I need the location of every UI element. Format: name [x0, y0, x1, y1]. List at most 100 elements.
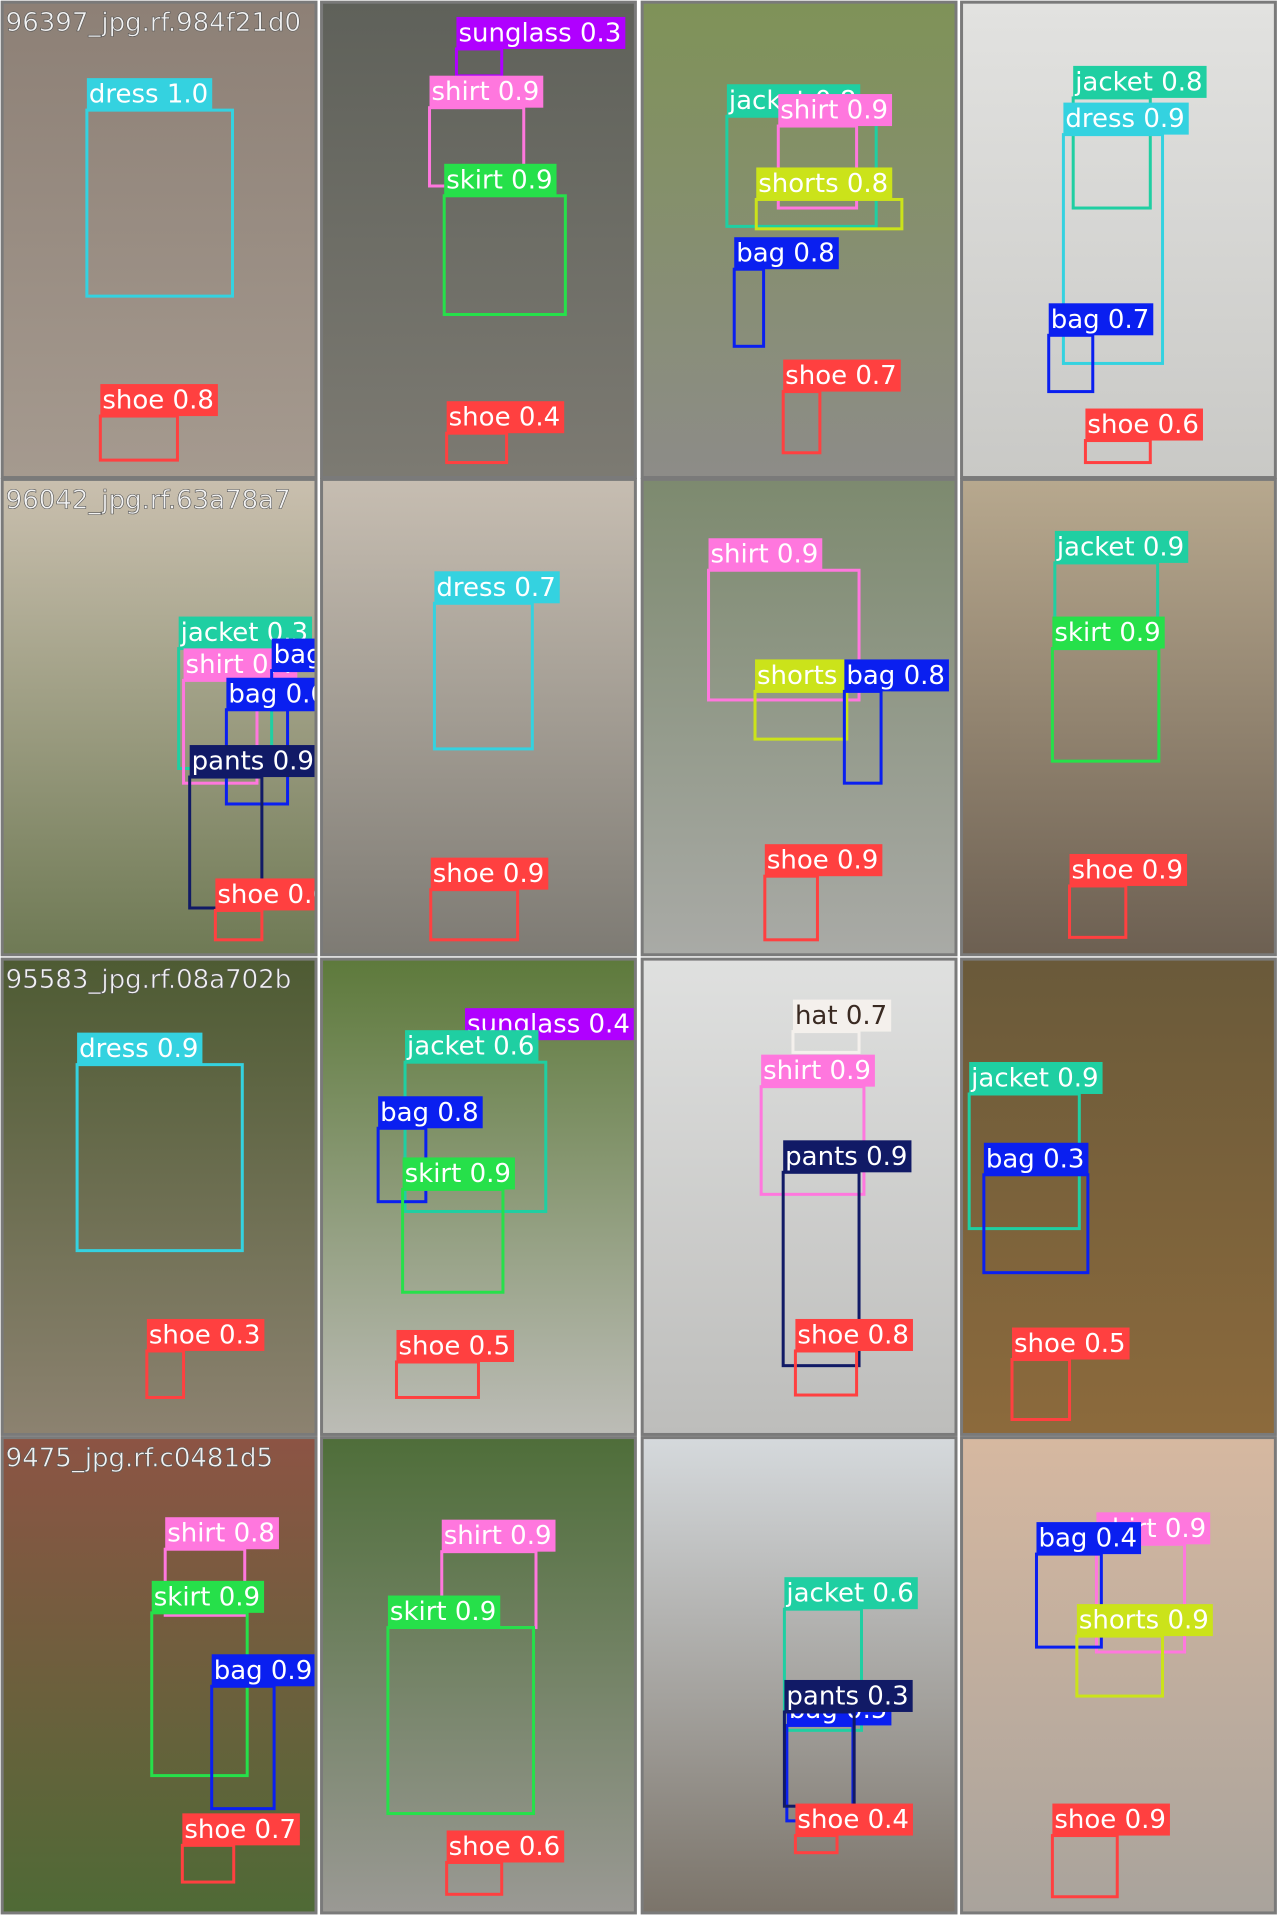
label-background: [86, 78, 213, 111]
detection-label: shoe 0.9: [433, 859, 545, 889]
detections: jacket 0.9 skirt 0.9 shoe 0.9: [1050, 530, 1189, 939]
detection-label: skirt 0.9: [405, 1159, 511, 1189]
label-background: [446, 1830, 565, 1863]
label-background: [795, 1318, 913, 1351]
label-background: [1036, 1522, 1142, 1555]
detection-label: shoe 0.6: [449, 1832, 561, 1862]
label-background: [1069, 853, 1188, 886]
detection-label: skirt 0.9: [154, 1582, 260, 1612]
detection-label: shoe 0.9: [767, 846, 879, 876]
image-tile: hat 0.7 shirt 0.9 pants 0.9 shoe 0.8: [640, 957, 958, 1436]
detection-label: skirt 0.9: [390, 1597, 496, 1627]
detection-label: bag 0.8: [380, 1098, 479, 1128]
detection-label: dress 0.9: [79, 1034, 198, 1064]
detections: sunglass 0.3 shirt 0.9 skirt 0.9 shoe 0.4: [428, 16, 626, 465]
detections: jacket 0.9 bag 0.3 shoe 0.5: [967, 1061, 1130, 1422]
detections: shirt 0.9 skirt 0.9 shoe 0.6: [386, 1519, 565, 1896]
detection-label: shorts 0.8: [758, 169, 888, 199]
label-background: [756, 167, 893, 200]
label-background: [969, 1061, 1103, 1094]
label-background: [1054, 530, 1189, 563]
label-background: [100, 384, 218, 417]
label-background: [215, 878, 315, 911]
detections: jacket 0.8 dress 0.9 bag 0.7 shoe 0.6: [1047, 65, 1207, 465]
label-background: [271, 638, 315, 671]
label-background: [430, 857, 549, 890]
label-background: [844, 659, 949, 692]
label-background: [784, 1577, 918, 1610]
image-tile: shirt 0.9 skirt 0.9 shoe 0.6: [320, 1436, 637, 1915]
label-background: [1048, 303, 1154, 336]
label-background: [165, 1517, 279, 1550]
detection-label: shoe 0.7: [785, 361, 897, 391]
detections: dress 0.9 shoe 0.3: [75, 1032, 265, 1399]
label-background: [783, 359, 901, 392]
detection-label: jacket 0.9: [970, 1063, 1098, 1093]
detection-label: jacket 0.8: [1074, 67, 1202, 97]
detection-label: shirt 0.9: [780, 96, 888, 126]
detection-label: shoe 0.6: [1087, 410, 1199, 440]
label-background: [761, 1054, 875, 1087]
label-background: [146, 1318, 265, 1351]
detection-label: dress 0.9: [1065, 104, 1184, 134]
label-background: [456, 16, 626, 49]
detection-label: bag 0.6: [228, 679, 327, 709]
detection-label: bag 0.4: [1038, 1524, 1137, 1554]
detection-label: hat 0.7: [795, 1001, 887, 1031]
label-background: [983, 1142, 1089, 1175]
image-tile: dress 0.7 shoe 0.9: [320, 477, 637, 957]
label-background: [77, 1032, 203, 1065]
label-background: [446, 401, 565, 434]
label-background: [441, 1519, 556, 1552]
detection-label: bag 0.9: [214, 1656, 313, 1686]
label-background: [792, 999, 892, 1032]
detection-label: shirt 0.9: [444, 1521, 552, 1551]
detections: dress 0.7 shoe 0.9: [429, 571, 560, 942]
detection-label: shirt 0.9: [432, 77, 540, 107]
label-background: [396, 1329, 515, 1362]
detection-label: shirt 0.9: [763, 1056, 871, 1086]
label-background: [1052, 616, 1165, 649]
label-background: [226, 677, 315, 710]
detection-label: sunglass 0.3: [458, 18, 621, 48]
photo: [643, 960, 955, 1433]
label-background: [795, 1803, 913, 1836]
detection-label: skirt 0.9: [446, 165, 552, 195]
detection-label: shoe 0.3: [149, 1320, 261, 1350]
detection-label: shoe 0.5: [1014, 1329, 1126, 1359]
label-background: [764, 844, 883, 877]
detection-label: shirt 0.9: [711, 540, 819, 570]
label-background: [182, 1813, 300, 1846]
label-background: [778, 94, 893, 127]
detection-label: shirt 0.8: [167, 1519, 275, 1549]
detections: dress 1.0 shoe 0.8: [85, 78, 235, 462]
filename: 96397_jpg.rf.984f21d0: [6, 8, 301, 38]
detections: shirt 0.8 skirt 0.9 bag 0.9 shoe 0.7: [150, 1517, 315, 1884]
label-background: [784, 1679, 913, 1712]
label-background: [1085, 408, 1203, 441]
filename: 9475_jpg.rf.c0481d5: [6, 1444, 273, 1474]
image-tile: dress 1.0 shoe 0.8 96397_jpg.rf.984f21d0: [0, 0, 318, 480]
image-tile: dress 0.9 shoe 0.3 95583_jpg.rf.08a702b: [0, 957, 318, 1436]
detection-label: shoe 0.7: [184, 1815, 296, 1845]
label-background: [189, 745, 315, 778]
label-background: [734, 237, 839, 270]
detection-label: dress 1.0: [89, 80, 208, 110]
label-background: [1063, 102, 1189, 135]
image-tile: sunglass 0.3 shirt 0.9 skirt 0.9 shoe 0.4: [320, 0, 637, 480]
photo: [3, 960, 315, 1433]
label-background: [444, 163, 557, 196]
detection-label: bag 0.3: [986, 1144, 1085, 1174]
label-background: [378, 1096, 483, 1129]
label-background: [151, 1580, 265, 1613]
image-tile: jacket 0.9 bag 0.3 shoe 0.5: [960, 957, 1277, 1436]
